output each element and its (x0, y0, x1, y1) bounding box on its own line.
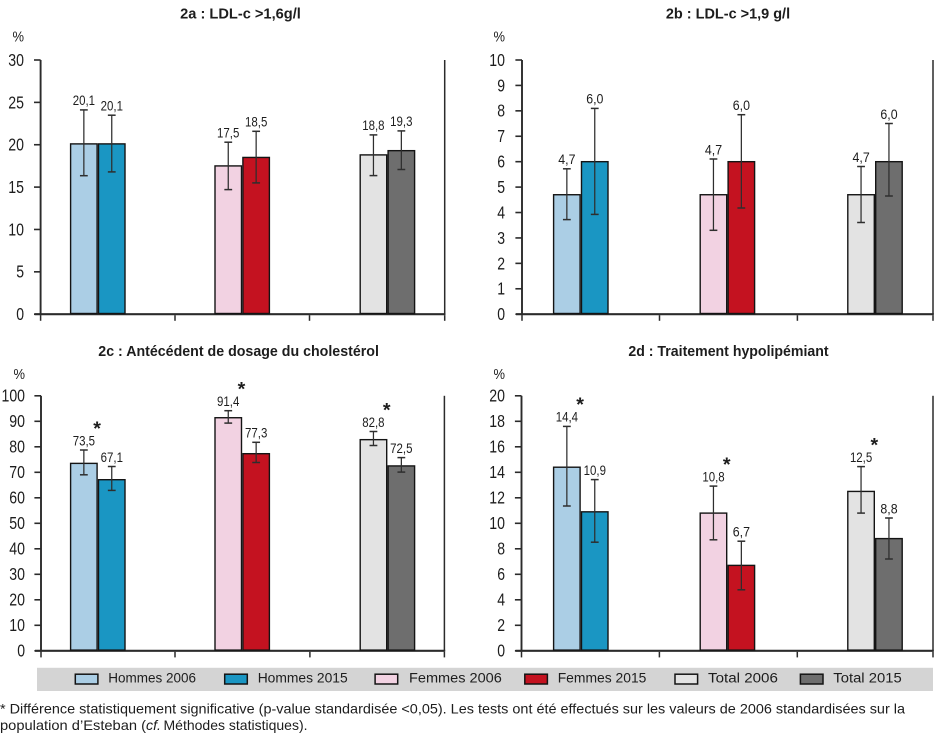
svg-text:Total 2015: Total 2015 (833, 671, 901, 687)
svg-text:10: 10 (489, 513, 505, 533)
svg-text:10: 10 (489, 50, 505, 70)
svg-text:4,7: 4,7 (705, 142, 722, 157)
svg-text:6,0: 6,0 (733, 98, 750, 113)
svg-text:6,0: 6,0 (586, 92, 603, 107)
svg-text:14,4: 14,4 (556, 410, 579, 425)
svg-text:20,1: 20,1 (73, 93, 95, 108)
svg-text:18,8: 18,8 (362, 118, 384, 133)
svg-text:Hommes 2006: Hommes 2006 (108, 671, 196, 687)
svg-text:3: 3 (497, 228, 505, 248)
svg-text:population d’Esteban (: population d’Esteban ( (0, 718, 146, 733)
svg-text:cf.: cf. (146, 718, 161, 733)
svg-text:25: 25 (8, 92, 24, 112)
svg-text:Femmes 2015: Femmes 2015 (558, 671, 647, 687)
svg-text:10,8: 10,8 (702, 469, 724, 484)
svg-text:*: * (93, 418, 101, 440)
svg-text:10: 10 (8, 219, 24, 239)
svg-text:60: 60 (9, 488, 25, 508)
svg-text:17,5: 17,5 (217, 126, 239, 141)
svg-text:4,7: 4,7 (558, 152, 575, 167)
svg-text:40: 40 (9, 539, 25, 559)
svg-text:6,0: 6,0 (880, 107, 897, 122)
svg-text:6: 6 (497, 152, 505, 172)
svg-text:*: * (383, 399, 391, 421)
svg-text:2: 2 (497, 253, 505, 273)
svg-text:Hommes 2015: Hommes 2015 (258, 671, 348, 687)
svg-text:0: 0 (497, 641, 505, 661)
svg-text:19,3: 19,3 (390, 114, 412, 129)
svg-text:20: 20 (8, 135, 24, 155)
svg-text:*: * (238, 379, 246, 401)
svg-text:2: 2 (497, 615, 505, 635)
svg-text:2c : Antécédent de dosage du c: 2c : Antécédent de dosage du cholestérol (98, 344, 379, 360)
svg-text:* Différence statistiquement s: * Différence statistiquement significati… (0, 702, 905, 717)
svg-text:77,3: 77,3 (245, 426, 267, 441)
svg-text:0: 0 (497, 304, 505, 324)
svg-text:30: 30 (8, 50, 24, 70)
svg-text:14: 14 (489, 462, 505, 482)
svg-text:90: 90 (9, 411, 25, 431)
svg-text:1: 1 (497, 279, 505, 299)
svg-text:72,5: 72,5 (390, 441, 412, 456)
svg-text:2b : LDL-c >1,9 g/l: 2b : LDL-c >1,9 g/l (666, 7, 790, 23)
svg-text:10: 10 (9, 615, 25, 635)
svg-text:6,7: 6,7 (733, 525, 750, 540)
svg-text:50: 50 (9, 513, 25, 533)
svg-text:4: 4 (497, 590, 505, 610)
svg-text:8: 8 (497, 101, 505, 121)
svg-text:2a : LDL-c >1,6g/l: 2a : LDL-c >1,6g/l (180, 7, 301, 23)
svg-text:20: 20 (9, 590, 25, 610)
svg-text:15: 15 (8, 177, 24, 197)
svg-text:8: 8 (497, 539, 505, 559)
svg-text:%: % (494, 366, 506, 383)
svg-text:9: 9 (497, 75, 505, 95)
svg-text:0: 0 (17, 641, 25, 661)
svg-text:2d : Traitement hypolipémiant: 2d : Traitement hypolipémiant (628, 344, 828, 360)
svg-text:67,1: 67,1 (101, 450, 123, 465)
svg-text:12: 12 (489, 488, 505, 508)
svg-text:7: 7 (497, 126, 505, 146)
svg-text:82,8: 82,8 (362, 415, 384, 430)
svg-text:16: 16 (489, 437, 505, 457)
svg-text:100: 100 (2, 386, 26, 406)
svg-text:6: 6 (497, 564, 505, 584)
svg-text:4: 4 (497, 202, 505, 222)
svg-text:8,8: 8,8 (880, 501, 897, 516)
svg-text:Total 2006: Total 2006 (708, 671, 778, 687)
svg-text:12,5: 12,5 (850, 450, 872, 465)
svg-text:18,5: 18,5 (245, 115, 267, 130)
svg-text:73,5: 73,5 (73, 433, 95, 448)
svg-text:%: % (14, 366, 26, 383)
svg-text:5: 5 (16, 262, 24, 282)
svg-text:5: 5 (497, 177, 505, 197)
svg-text:*: * (870, 434, 878, 456)
svg-text:%: % (13, 28, 25, 45)
svg-text:10,9: 10,9 (584, 463, 606, 478)
svg-text:18: 18 (489, 411, 505, 431)
svg-text:*: * (723, 454, 731, 476)
svg-text:%: % (494, 28, 506, 45)
svg-text:20: 20 (489, 386, 505, 406)
svg-text:91,4: 91,4 (217, 394, 240, 409)
svg-text:Femmes 2006: Femmes 2006 (409, 671, 502, 687)
svg-text:20,1: 20,1 (101, 99, 123, 114)
svg-text:30: 30 (9, 564, 25, 584)
svg-text:Méthodes statistiques).: Méthodes statistiques). (164, 718, 308, 733)
svg-text:0: 0 (16, 304, 24, 324)
svg-text:4,7: 4,7 (853, 150, 870, 165)
svg-text:80: 80 (9, 437, 25, 457)
svg-text:*: * (576, 394, 584, 416)
svg-text:70: 70 (9, 462, 25, 482)
